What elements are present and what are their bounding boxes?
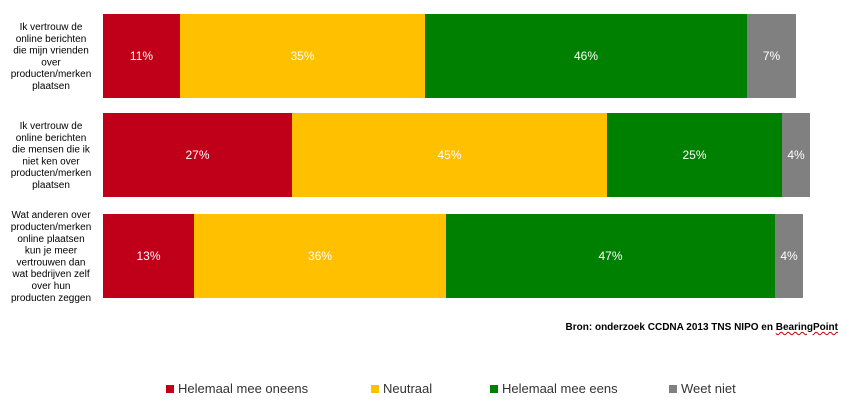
data-label: 46% bbox=[574, 49, 598, 63]
category-label-line: over hun bbox=[32, 281, 71, 292]
source-note: Bron: onderzoek CCDNA 2013 TNS NIPO en B… bbox=[566, 322, 838, 333]
category-label-line: Ik vertrouw de bbox=[20, 22, 83, 33]
data-label: 13% bbox=[136, 249, 160, 263]
category-label-line: over bbox=[41, 57, 61, 68]
source-underlined-text: BearingPoint bbox=[775, 322, 838, 333]
legend-label: Weet niet bbox=[681, 381, 736, 396]
category-label-line: online berichten bbox=[16, 133, 87, 144]
bar-segment bbox=[775, 214, 803, 298]
category-label-line: die mensen die ik bbox=[12, 145, 91, 156]
bar-segment bbox=[747, 14, 796, 98]
data-label: 4% bbox=[780, 249, 798, 263]
data-label: 45% bbox=[437, 148, 461, 162]
legend-item: Helemaal mee eens bbox=[490, 381, 618, 396]
category-label-line: kun je meer bbox=[25, 246, 78, 257]
legend-item: Neutraal bbox=[371, 381, 432, 396]
data-label: 7% bbox=[763, 49, 781, 63]
source-text: Bron: onderzoek CCDNA 2013 TNS NIPO en bbox=[565, 322, 776, 333]
legend-swatch bbox=[490, 384, 498, 393]
category-label-line: Ik vertrouw de bbox=[20, 121, 83, 132]
category-label-line: online berichten bbox=[16, 34, 87, 45]
bar-segment bbox=[180, 14, 425, 98]
data-label: 4% bbox=[787, 148, 805, 162]
legend-swatch bbox=[166, 384, 174, 393]
category-label-line: Wat anderen over bbox=[11, 210, 91, 221]
data-label: 47% bbox=[598, 249, 622, 263]
category-label-line: wat bedrijven zelf bbox=[11, 269, 89, 280]
legend-swatch bbox=[669, 384, 677, 393]
data-label: 36% bbox=[308, 249, 332, 263]
category-label-line: plaatsen bbox=[32, 180, 70, 191]
bar-segment bbox=[103, 113, 292, 197]
legend-label: Neutraal bbox=[383, 381, 433, 396]
data-label: 35% bbox=[290, 49, 314, 63]
category-label-line: plaatsen bbox=[32, 81, 70, 92]
bar-segment bbox=[782, 113, 810, 197]
category-label-line: niet ken over bbox=[22, 156, 80, 167]
category-label-line: die mijn vrienden bbox=[13, 46, 89, 57]
category-label-line: producten zeggen bbox=[11, 293, 91, 304]
legend-swatch bbox=[371, 384, 379, 393]
category-label-line: producten/merken bbox=[11, 168, 92, 179]
legend-item: Helemaal mee oneens bbox=[166, 381, 308, 396]
category-label: Ik vertrouw de online berichten die mijn v… bbox=[11, 22, 92, 92]
category-label-line: online plaatsen bbox=[17, 234, 84, 245]
legend: Helemaal mee oneens Neutraal Helemaal mee … bbox=[0, 381, 846, 397]
bar-segment bbox=[292, 113, 607, 197]
bar-segment bbox=[607, 113, 782, 197]
legend-label: Helemaal mee eens bbox=[502, 381, 618, 396]
category-label-line: producten/merken bbox=[11, 222, 92, 233]
category-label-line: vertrouwen dan bbox=[17, 257, 86, 268]
bar-segment bbox=[425, 14, 747, 98]
category-label: Wat anderen over producten/merken online p… bbox=[11, 210, 92, 304]
data-label: 27% bbox=[185, 148, 209, 162]
category-label-line: producten/merken bbox=[11, 69, 92, 80]
bar-segment bbox=[194, 214, 446, 298]
legend-label: Helemaal mee oneens bbox=[178, 381, 309, 396]
bar-segment bbox=[103, 214, 194, 298]
bar-segment bbox=[103, 14, 180, 98]
data-label: 11% bbox=[130, 49, 153, 63]
data-label: 25% bbox=[682, 148, 706, 162]
bar-segment bbox=[446, 214, 775, 298]
legend-item: Weet niet bbox=[669, 381, 736, 396]
category-label: Ik vertrouw de online berichten die mensen… bbox=[11, 121, 92, 191]
